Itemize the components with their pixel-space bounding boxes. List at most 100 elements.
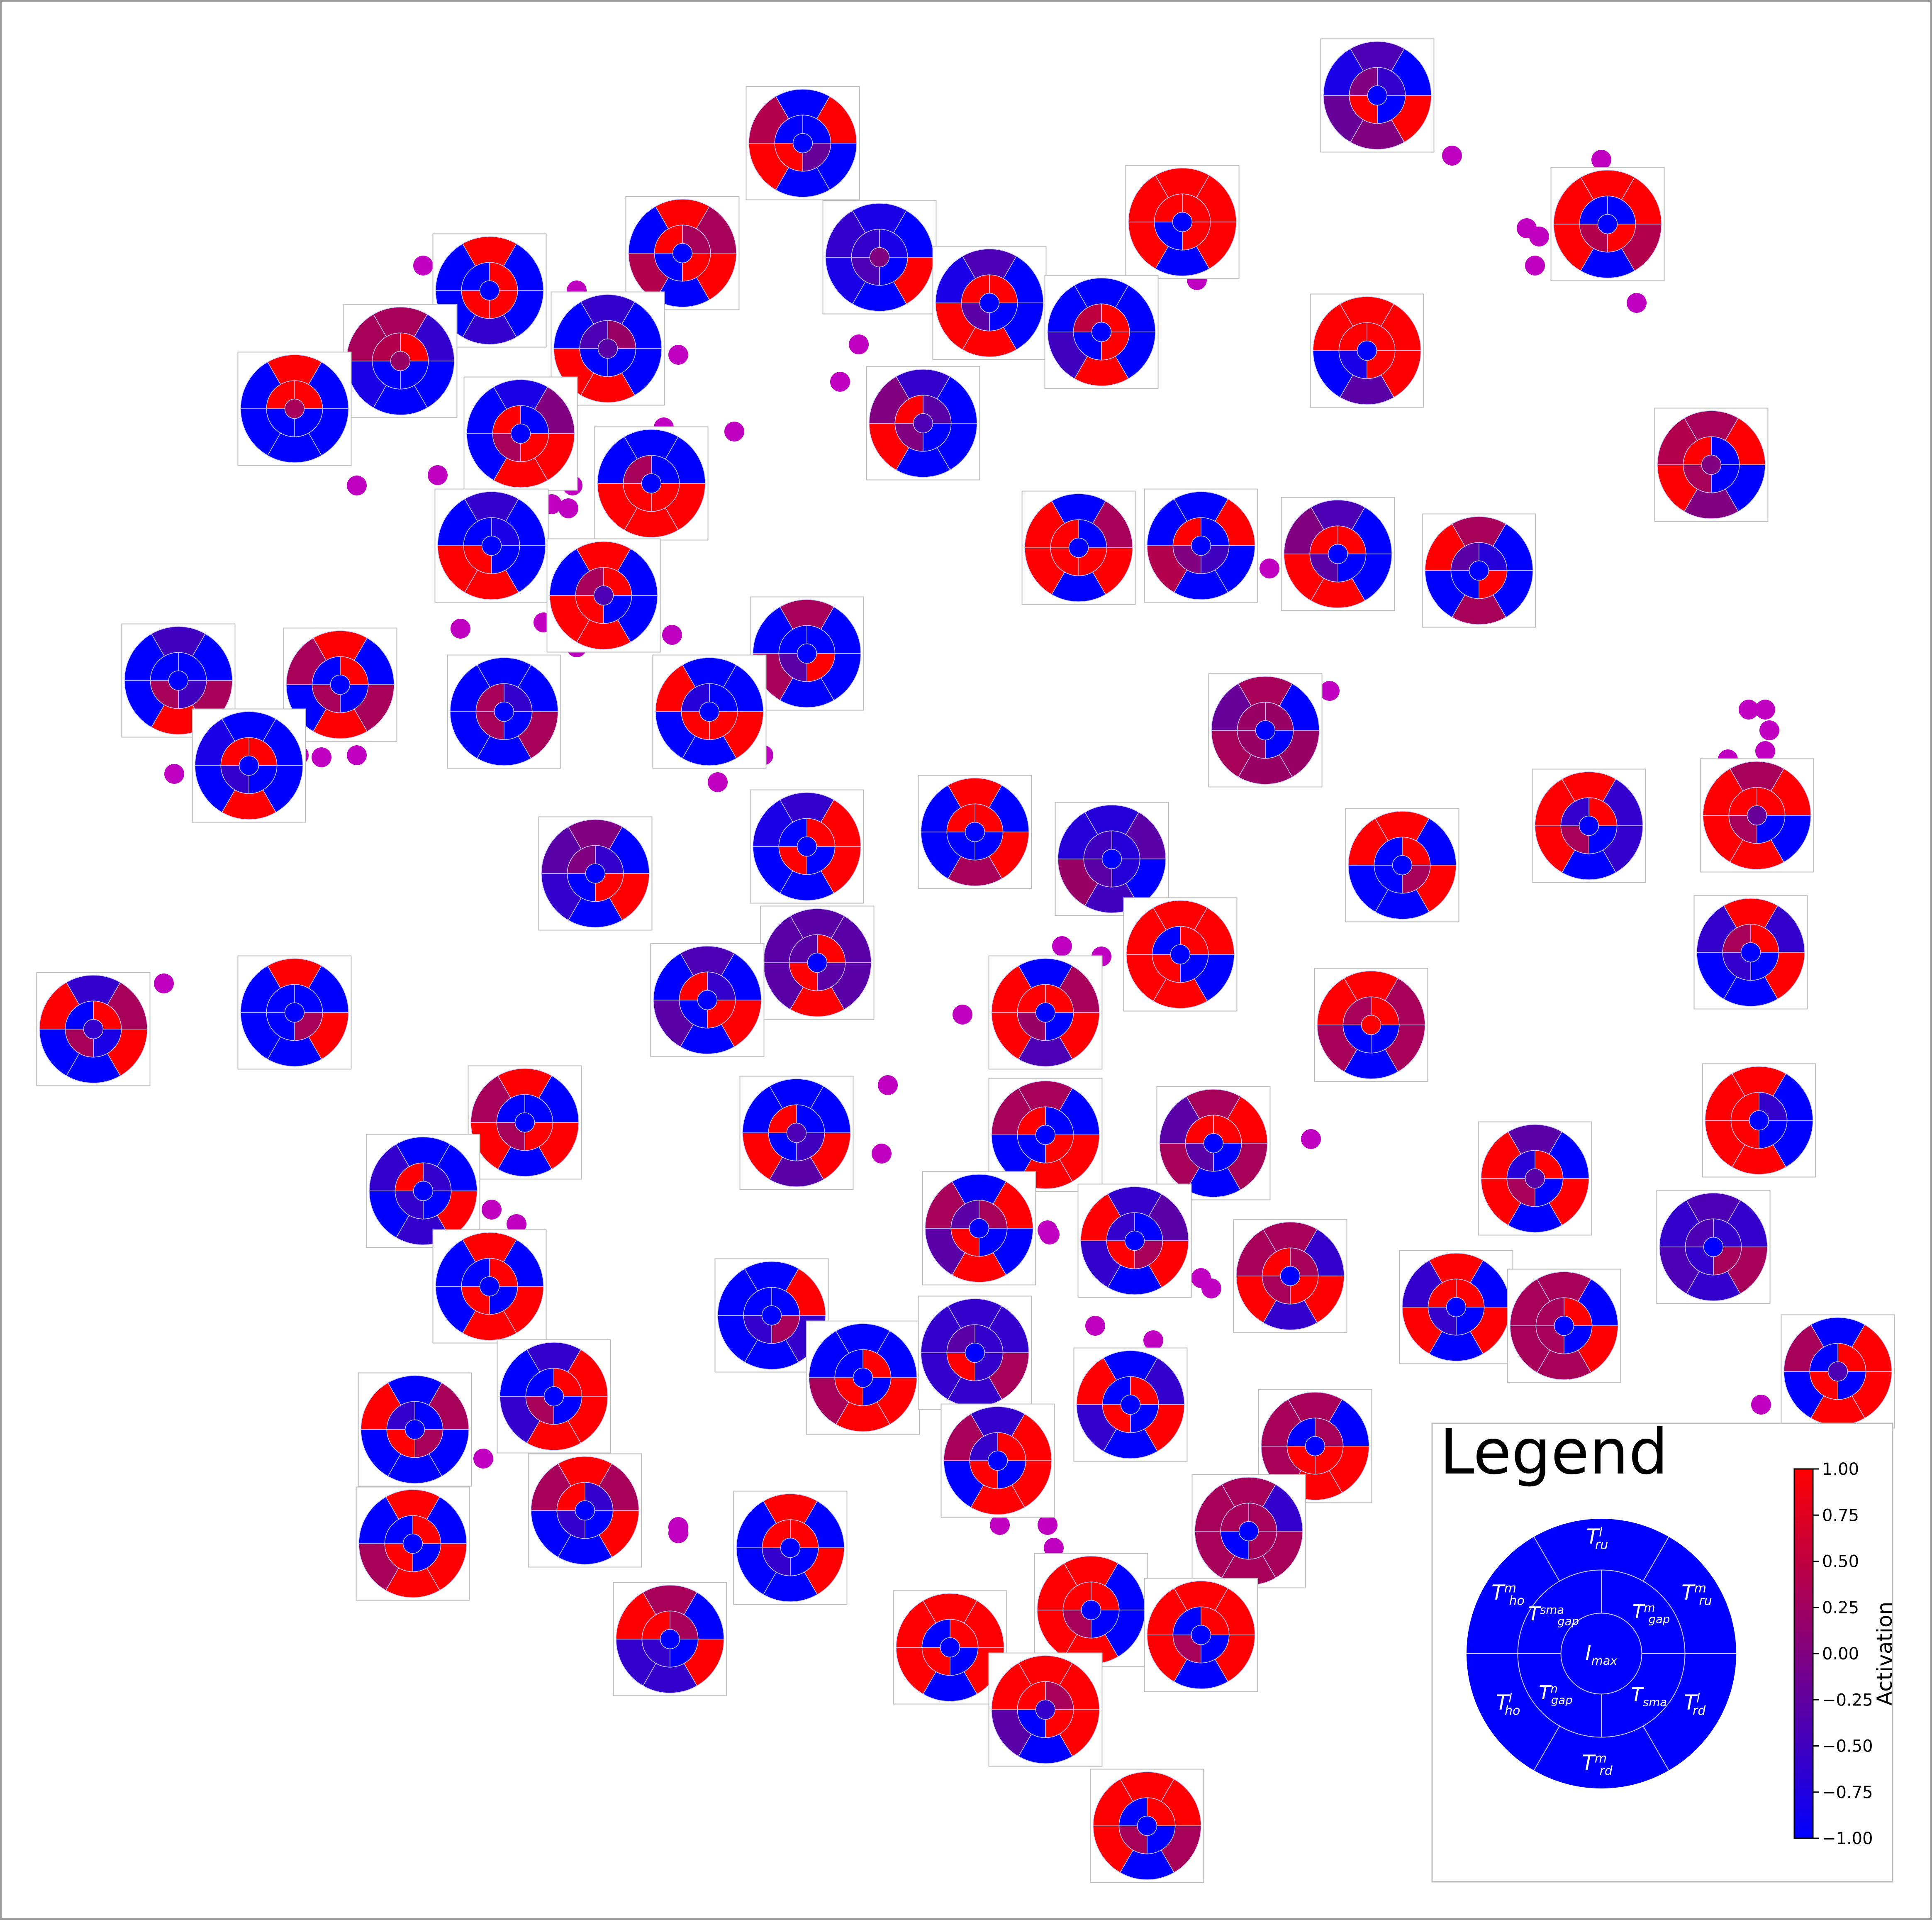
glyph-marker [1550, 167, 1665, 281]
scatter-point [473, 1449, 493, 1469]
scatter-point [1085, 1316, 1105, 1336]
glyph-marker [918, 775, 1032, 889]
glyph-marker [1507, 1269, 1621, 1383]
scatter-point [558, 498, 578, 518]
legend-segment-label: Tm gap [1632, 1600, 1670, 1626]
glyph-marker [1077, 1183, 1192, 1298]
scatter-point [1755, 700, 1775, 720]
colorbar-tick-label: 0.25 [1822, 1598, 1859, 1617]
glyph-marker [1310, 293, 1424, 408]
scatter-point [428, 465, 448, 485]
glyph-markers [36, 38, 1895, 1883]
legend-segment-label: Tl ru [1586, 1525, 1608, 1552]
legend-segment-label: Tm ru [1681, 1581, 1712, 1608]
scatter-point [1591, 150, 1611, 170]
colorbar-tick-label: −1.00 [1822, 1829, 1873, 1848]
scatter-point [668, 345, 688, 365]
glyph-marker [733, 1491, 848, 1605]
glyph-marker [893, 1590, 1007, 1705]
glyph-marker [1073, 1347, 1188, 1462]
glyph-marker [551, 291, 665, 406]
glyph-marker [192, 708, 306, 823]
glyph-marker [343, 304, 458, 418]
scatter-point [1044, 1538, 1064, 1558]
glyph-marker [1144, 488, 1258, 603]
glyph-marker [746, 86, 860, 200]
glyph-marker [497, 1339, 611, 1454]
scatter-point [1442, 146, 1462, 166]
glyph-marker [1156, 1086, 1271, 1200]
glyph-marker [650, 943, 765, 1057]
glyph-marker [1422, 513, 1536, 628]
glyph-marker [1191, 1474, 1306, 1588]
glyph-marker [237, 955, 352, 1070]
glyph-marker [1281, 497, 1395, 611]
glyph-marker [1532, 768, 1646, 883]
glyph-marker [988, 955, 1103, 1070]
scatter-point [1143, 1330, 1163, 1350]
glyph-marker [468, 1065, 582, 1180]
legend-segment-label: Tm ho [1491, 1581, 1525, 1608]
glyph-marker [1314, 968, 1428, 1082]
scatter-point [413, 256, 433, 276]
glyph-marker [866, 366, 980, 481]
glyph-marker [1125, 165, 1240, 279]
glyph-marker [356, 1486, 470, 1601]
glyph-marker [1399, 1250, 1513, 1364]
scatter-point [1052, 936, 1072, 956]
scatter-point [1260, 559, 1279, 578]
glyph-marker [366, 1134, 480, 1248]
colorbar: 1.00 0.75 0.50 0.25 0.00 −0.25 −0.50 −0.75 −1.00… [1793, 1460, 1897, 1848]
colorbar-tick-label: 0.50 [1822, 1552, 1859, 1571]
glyph-marker [1258, 1389, 1372, 1503]
glyph-marker [1021, 490, 1136, 605]
scatter-point [312, 747, 331, 767]
scatter-point [830, 372, 850, 392]
glyph-marker [739, 1076, 854, 1190]
glyph-marker [1320, 38, 1435, 153]
glyph-marker [1208, 673, 1323, 788]
glyph-marker [1702, 1063, 1816, 1178]
glyph-marker [432, 1229, 547, 1344]
glyph-marker [1123, 897, 1238, 1012]
glyph-marker [434, 488, 549, 603]
glyph-marker [1654, 407, 1769, 522]
scatter-point [164, 764, 184, 784]
glyph-marker [546, 538, 661, 653]
scatter-point [724, 422, 744, 442]
glyph-marker [237, 351, 352, 466]
glyph-marker [932, 246, 1047, 360]
scatter-point [347, 745, 367, 765]
glyph-marker [1055, 802, 1169, 916]
scatter-point [154, 973, 174, 993]
glyph-marker [528, 1453, 642, 1568]
scatter-point [1301, 1129, 1321, 1149]
scatter-point [662, 625, 682, 645]
glyph-marker [822, 200, 937, 315]
glyph-marker [750, 596, 864, 711]
scatter-point [451, 619, 470, 639]
colorbar-tick-label: −0.25 [1822, 1691, 1873, 1710]
colorbar-tick-label: 1.00 [1822, 1460, 1859, 1479]
colorbar-tick-label: −0.50 [1822, 1737, 1873, 1756]
glyph-marker [1144, 1578, 1258, 1692]
scatter-point [1320, 681, 1340, 701]
glyph-marker [652, 654, 767, 769]
scatter-point [1529, 227, 1549, 246]
glyph-marker [806, 1320, 920, 1435]
glyph-marker [760, 905, 875, 1020]
glyph-marker [940, 1403, 1055, 1518]
colorbar-tick-label: 0.75 [1822, 1506, 1859, 1525]
glyph-marker [1233, 1219, 1347, 1333]
scatter-point [1038, 1515, 1057, 1535]
scatter-point [878, 1075, 898, 1095]
glyph-marker [463, 376, 578, 491]
colorbar-label: Activation [1873, 1602, 1897, 1705]
scatter-point [1739, 700, 1759, 720]
scatter-point [1759, 720, 1779, 740]
glyph-marker [613, 1582, 727, 1696]
scatter-point [1040, 1225, 1060, 1244]
